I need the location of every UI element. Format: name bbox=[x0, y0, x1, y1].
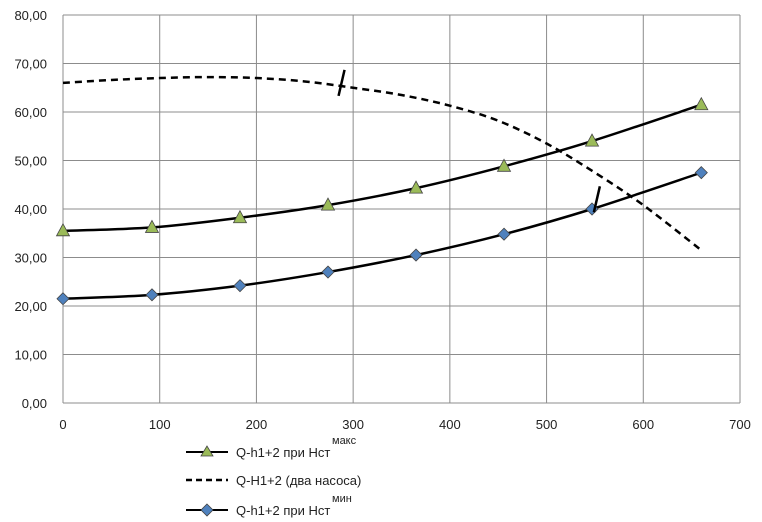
legend-sup-max: макс bbox=[332, 435, 357, 447]
x-tick-label: 700 bbox=[729, 417, 751, 432]
triangle-marker bbox=[55, 222, 71, 237]
legend-item-max: Q-h1+2 при Нст макс bbox=[186, 435, 357, 460]
triangle-marker bbox=[694, 96, 709, 111]
y-tick-label: 30,00 bbox=[14, 251, 47, 266]
x-tick-label: 500 bbox=[536, 417, 558, 432]
triangle-marker bbox=[496, 158, 512, 172]
y-tick-label: 20,00 bbox=[14, 299, 47, 314]
grid bbox=[63, 14, 741, 403]
triangle-marker bbox=[232, 209, 248, 224]
x-tick-label: 600 bbox=[632, 417, 654, 432]
series-layer bbox=[55, 75, 709, 306]
series-line-1 bbox=[62, 75, 703, 252]
legend-label-pumps: Q-H1+2 (два насоса) bbox=[236, 473, 361, 488]
triangle-marker bbox=[584, 133, 600, 147]
triangle-marker bbox=[144, 219, 160, 233]
x-tick-label: 400 bbox=[439, 417, 461, 432]
y-tick-label: 50,00 bbox=[14, 154, 47, 169]
legend-label-min: Q-h1+2 при Нст bbox=[236, 503, 330, 518]
legend-item-pumps: Q-H1+2 (два насоса) bbox=[186, 473, 361, 488]
diamond-marker bbox=[145, 288, 159, 302]
legend-item-min: Q-h1+2 при Нст мин bbox=[186, 493, 352, 518]
legend: Q-h1+2 при Нст макс Q-H1+2 (два насоса) … bbox=[186, 435, 361, 518]
diamond-marker bbox=[409, 248, 423, 262]
x-tick-label: 200 bbox=[246, 417, 268, 432]
triangle-marker bbox=[320, 197, 336, 211]
legend-triangle-marker bbox=[200, 445, 214, 457]
triangle-marker bbox=[408, 180, 424, 194]
annotation-tick-mark bbox=[592, 186, 602, 213]
x-tick-label: 300 bbox=[342, 417, 364, 432]
legend-diamond-marker bbox=[200, 503, 214, 517]
x-tick-label: 0 bbox=[59, 417, 66, 432]
y-tick-label: 10,00 bbox=[14, 348, 47, 363]
series-line-0 bbox=[62, 103, 702, 233]
y-tick-label: 40,00 bbox=[14, 202, 47, 217]
diamond-marker bbox=[694, 166, 708, 180]
axes: 0 100 200 300 400 500 600 700 0,00 10,00 20,00 30,0… bbox=[14, 8, 750, 432]
annotations bbox=[337, 69, 602, 213]
y-tick-label: 80,00 bbox=[14, 8, 47, 23]
diamond-marker bbox=[321, 265, 335, 279]
annotation-tick-mark bbox=[337, 69, 346, 97]
y-tick-label: 60,00 bbox=[14, 105, 47, 120]
series-line-2 bbox=[62, 171, 702, 300]
legend-sup-min: мин bbox=[332, 493, 352, 505]
x-tick-label: 100 bbox=[149, 417, 171, 432]
diamond-marker bbox=[233, 279, 247, 293]
legend-label-max: Q-h1+2 при Нст bbox=[236, 445, 330, 460]
y-tick-label: 0,00 bbox=[22, 396, 47, 411]
diamond-marker bbox=[497, 227, 511, 241]
y-tick-label: 70,00 bbox=[14, 57, 47, 72]
diamond-marker bbox=[56, 292, 70, 306]
